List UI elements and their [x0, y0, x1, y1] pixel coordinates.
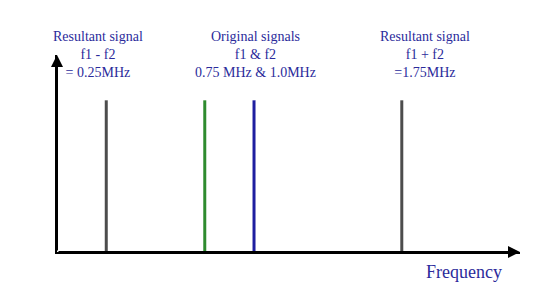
svg-text:Frequency: Frequency [426, 262, 502, 282]
svg-text:Resultant signalf1 - f2= 0.25M: Resultant signalf1 - f2= 0.25MHz [53, 29, 143, 80]
svg-text:Original signalsf1 & f20.75 MH: Original signalsf1 & f20.75 MHz & 1.0MHz [195, 29, 316, 80]
svg-text:Resultant signalf1 + f2=1.75MH: Resultant signalf1 + f2=1.75MHz [380, 29, 470, 80]
